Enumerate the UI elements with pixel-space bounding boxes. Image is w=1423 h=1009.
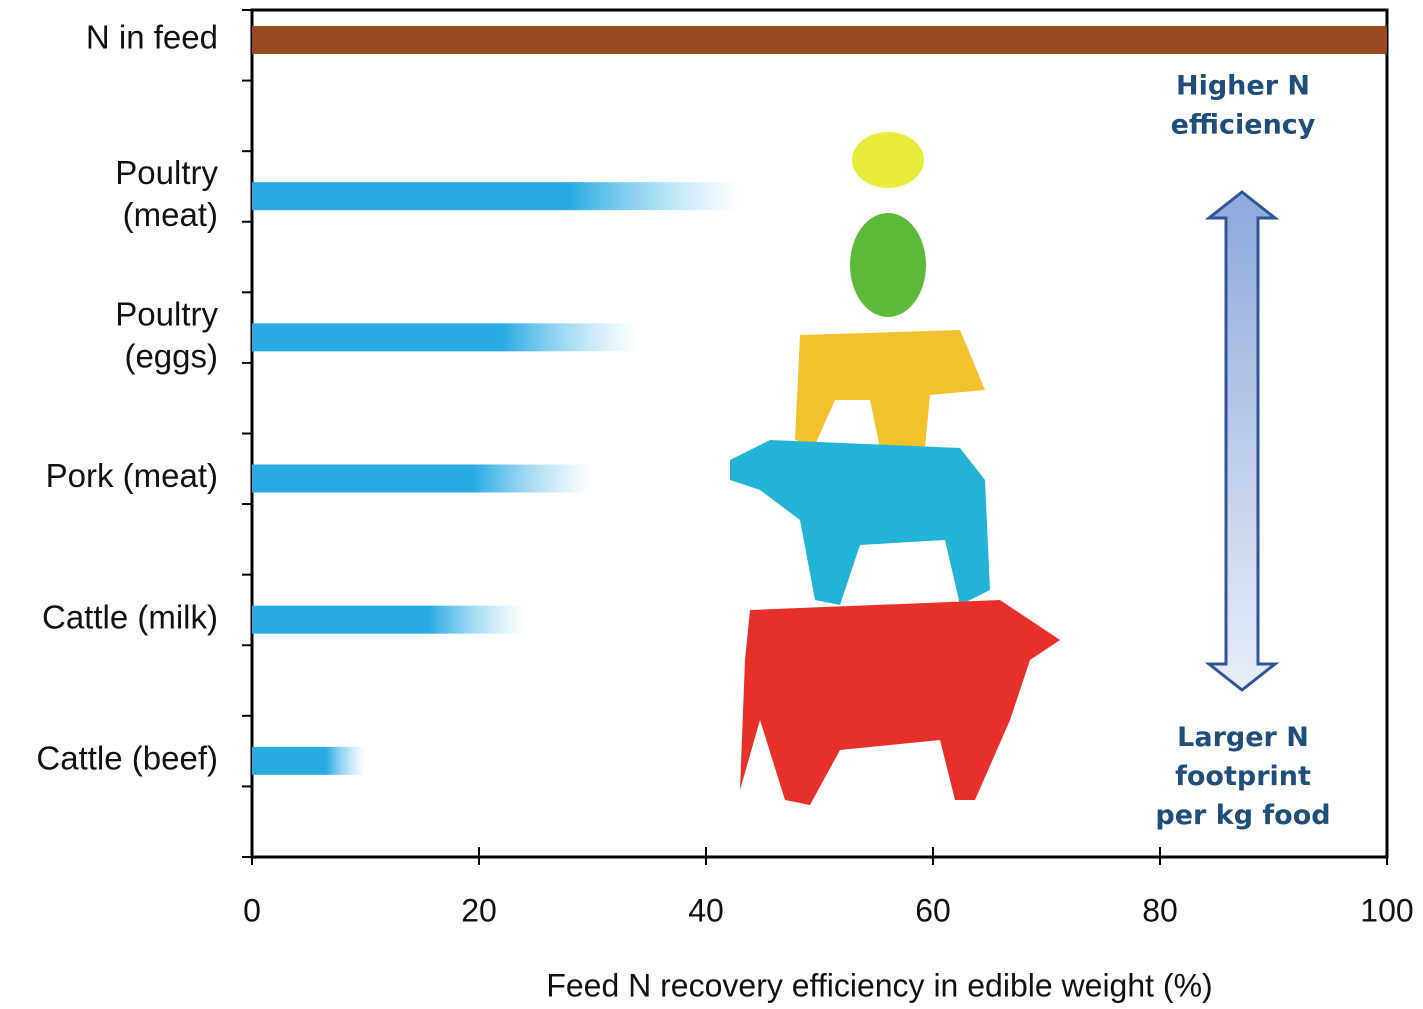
- bar: [252, 182, 741, 211]
- bar: [252, 605, 525, 634]
- y-tick-label: Cattle (milk): [42, 598, 218, 635]
- bar: [252, 464, 593, 493]
- y-tick-label: Pork (meat): [46, 457, 218, 494]
- x-tick-label: 80: [1142, 892, 1178, 928]
- x-tick-label: 40: [688, 892, 724, 928]
- decoration: [730, 132, 1280, 805]
- y-tick-label: Cattle (beef): [36, 740, 218, 777]
- bar: [252, 746, 366, 775]
- x-tick-label: 20: [461, 892, 497, 928]
- y-tick-label: Poultry (eggs): [115, 295, 218, 374]
- bar: [252, 323, 638, 352]
- x-tick-label: 60: [915, 892, 951, 928]
- bar: [252, 25, 1387, 54]
- y-tick-label: Poultry (meat): [115, 154, 218, 233]
- x-tick-label: 100: [1360, 892, 1413, 928]
- y-tick-label: N in feed: [86, 19, 218, 56]
- x-tick-label: 0: [243, 892, 261, 928]
- x-axis-label: Feed N recovery efficiency in edible wei…: [546, 967, 1212, 1003]
